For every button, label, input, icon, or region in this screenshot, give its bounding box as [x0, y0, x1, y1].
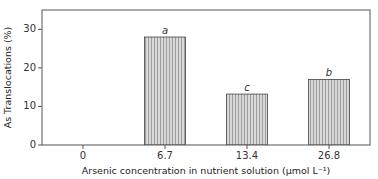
x-tick-label: 6.7: [157, 150, 173, 161]
bar-annotation: b: [326, 67, 332, 78]
y-tick-label: 0: [30, 139, 36, 150]
x-tick: [83, 145, 84, 149]
bars: [145, 37, 350, 145]
y-tick-label: 30: [23, 23, 36, 34]
x-axis-title: Arsenic concentration in nutrient soluti…: [82, 165, 330, 176]
x-tick: [165, 145, 166, 149]
y-tick: [38, 67, 42, 68]
x-tick: [247, 145, 248, 149]
y-axis-title: As Translocations (%): [2, 27, 13, 129]
y-tick: [38, 145, 42, 146]
x-tick: [329, 145, 330, 149]
bar-annotations: a c b: [162, 25, 332, 93]
bar: [145, 37, 186, 145]
chart: 0 10 20 30 a c b 0 6.7 13.4 26.8 Arsenic concentrat…: [0, 0, 378, 179]
y-tick: [38, 106, 42, 107]
x-tick-label: 0: [80, 150, 86, 161]
y-axis: 0 10 20 30: [23, 23, 42, 150]
x-axis: 0 6.7 13.4 26.8: [80, 145, 340, 161]
bar-annotation: c: [244, 82, 250, 93]
bar-annotation: a: [162, 25, 168, 36]
bar: [309, 79, 350, 145]
y-tick: [38, 29, 42, 30]
x-tick-label: 13.4: [236, 150, 258, 161]
plot-frame: [42, 10, 370, 145]
x-tick-label: 26.8: [318, 150, 340, 161]
y-tick-label: 20: [23, 62, 36, 73]
y-tick-label: 10: [23, 100, 36, 111]
bar: [227, 94, 268, 145]
